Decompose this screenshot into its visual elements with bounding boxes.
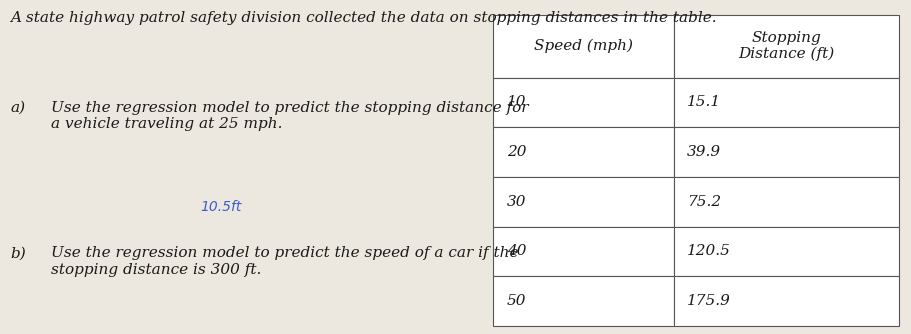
Text: 75.2: 75.2: [686, 195, 721, 209]
Text: A state highway patrol safety division collected the data on stopping distances : A state highway patrol safety division c…: [10, 11, 716, 25]
Bar: [493, 227, 673, 276]
Bar: [673, 15, 898, 77]
Bar: [673, 177, 898, 227]
Text: 10: 10: [507, 96, 526, 110]
Bar: [493, 127, 673, 177]
Bar: [493, 276, 673, 326]
Text: Speed (mph): Speed (mph): [533, 39, 632, 53]
Text: 20: 20: [507, 145, 526, 159]
Text: 15.1: 15.1: [686, 96, 721, 110]
Bar: [493, 15, 673, 77]
Bar: [493, 177, 673, 227]
Text: a): a): [10, 101, 26, 115]
Text: Stopping
Distance (ft): Stopping Distance (ft): [738, 31, 834, 61]
Text: 120.5: 120.5: [686, 244, 731, 259]
Text: 10.5ft: 10.5ft: [200, 200, 241, 214]
Text: 30: 30: [507, 195, 526, 209]
Bar: [673, 276, 898, 326]
Text: 40: 40: [507, 244, 526, 259]
Bar: [673, 127, 898, 177]
Bar: [493, 77, 673, 127]
Text: Use the regression model to predict the speed of a car if the
stopping distance : Use the regression model to predict the …: [51, 246, 518, 277]
Text: 39.9: 39.9: [686, 145, 721, 159]
Text: 50: 50: [507, 294, 526, 308]
Bar: [673, 227, 898, 276]
Text: b): b): [10, 246, 26, 261]
Text: 175.9: 175.9: [686, 294, 731, 308]
Bar: [673, 77, 898, 127]
Text: Use the regression model to predict the stopping distance for
a vehicle travelin: Use the regression model to predict the …: [51, 101, 528, 131]
